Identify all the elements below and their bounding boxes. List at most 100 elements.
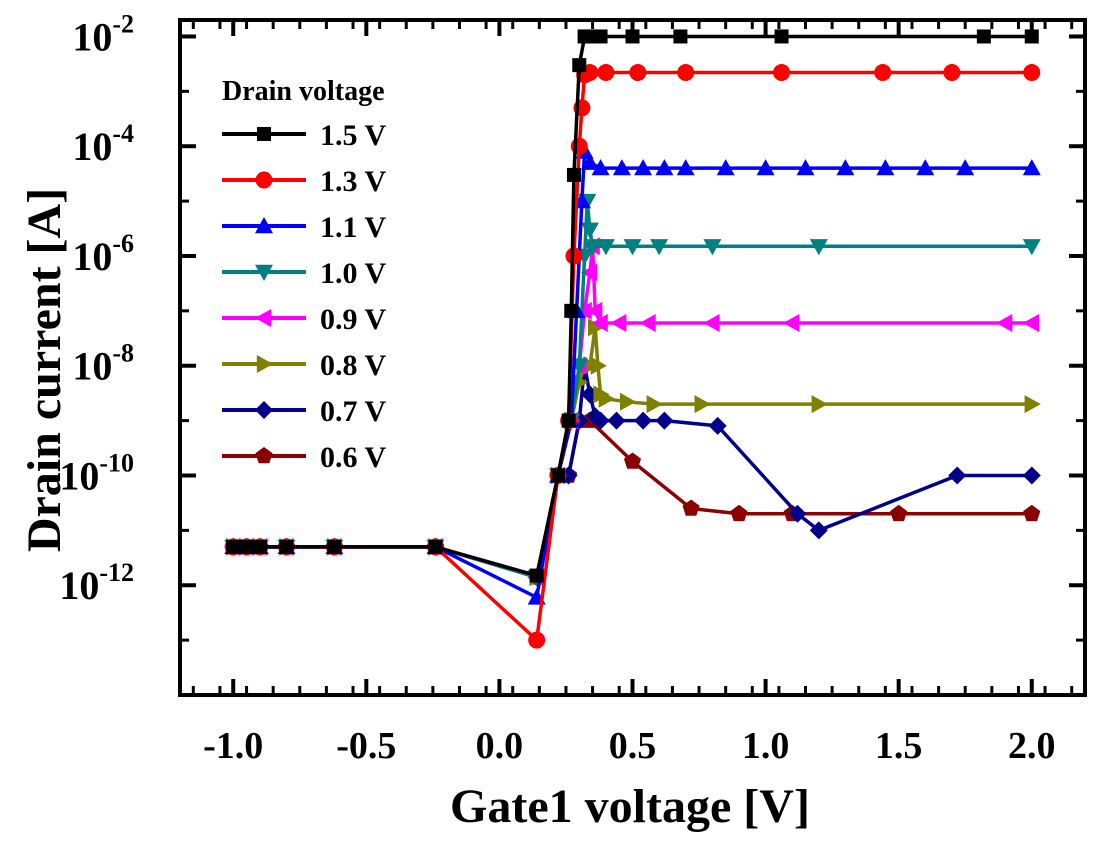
data-point-0-9-v: [610, 314, 627, 332]
data-point-1-5-v: [572, 58, 587, 73]
data-point-1-5-v: [561, 413, 576, 428]
data-point-0-7-v: [1022, 466, 1041, 485]
x-axis-label: Gate1 voltage [V]: [450, 780, 810, 833]
legend-marker: [256, 355, 273, 373]
data-point-1-3-v: [597, 64, 615, 82]
data-point-1-5-v: [566, 167, 581, 182]
data-point-0-9-v: [703, 314, 720, 332]
legend-label: 0.7 V: [320, 395, 386, 428]
data-point-1-3-v: [677, 64, 695, 82]
data-point-1-5-v: [625, 29, 640, 44]
data-point-0-6-v: [890, 504, 908, 522]
x-tick-label: 2.0: [1008, 725, 1056, 767]
data-point-0-7-v: [634, 411, 653, 430]
data-point-1-5-v: [428, 539, 443, 554]
data-point-1-3-v: [874, 64, 892, 82]
legend-marker: [257, 127, 271, 141]
data-point-0-8-v: [811, 395, 828, 414]
x-tick-label: 1.0: [742, 725, 790, 767]
data-point-0-9-v: [1022, 314, 1039, 332]
data-point-1-5-v: [550, 468, 565, 483]
y-tick-label: 10-8: [72, 339, 134, 389]
data-point-1-0-v: [580, 222, 599, 239]
data-point-0-9-v: [591, 314, 608, 332]
data-point-1-0-v: [809, 239, 828, 256]
data-point-1-3-v: [773, 64, 791, 82]
legend-marker: [255, 171, 273, 189]
data-point-1-1-v: [796, 159, 815, 176]
data-point-0-7-v: [591, 411, 610, 430]
data-point-1-0-v: [596, 239, 615, 256]
data-point-1-1-v: [756, 159, 775, 176]
data-point-1-1-v: [956, 159, 975, 176]
data-point-0-9-v: [580, 263, 598, 282]
data-point-0-8-v: [646, 395, 663, 414]
data-point-0-6-v: [623, 452, 642, 469]
data-point-1-5-v: [582, 29, 597, 44]
legend-label: 1.1 V: [320, 211, 386, 244]
data-point-0-6-v: [730, 504, 748, 522]
data-point-1-3-v: [528, 631, 546, 649]
series-line-1-5-v: [233, 34, 1032, 578]
data-point-0-6-v: [682, 499, 700, 516]
data-point-0-7-v: [708, 416, 727, 435]
x-tick-label: -0.5: [336, 725, 396, 767]
data-point-1-1-v: [1022, 159, 1041, 176]
legend-item-1-1-v: 1.1 V: [222, 211, 386, 244]
legend-label: 0.6 V: [320, 441, 386, 474]
data-point-1-1-v: [676, 159, 695, 176]
data-point-1-1-v: [591, 159, 610, 176]
data-point-1-0-v: [583, 239, 602, 256]
data-point-1-5-v: [226, 539, 241, 554]
data-point-0-9-v: [996, 314, 1013, 332]
data-point-0-9-v: [575, 301, 592, 320]
y-tick-label: 10-4: [72, 119, 134, 169]
data-point-1-3-v: [943, 64, 961, 82]
data-point-1-0-v: [623, 239, 642, 256]
x-tick-label: 0.5: [609, 725, 657, 767]
data-point-1-1-v: [580, 153, 599, 170]
series-1-0-v: [224, 193, 1041, 587]
data-point-0-7-v: [788, 504, 807, 523]
data-point-1-5-v: [774, 29, 789, 44]
data-point-0-9-v: [586, 301, 603, 320]
data-point-1-0-v: [650, 239, 669, 256]
data-point-1-1-v: [634, 159, 653, 176]
data-point-1-3-v: [1023, 64, 1041, 82]
data-point-0-9-v: [639, 314, 656, 332]
data-point-0-8-v: [694, 395, 711, 414]
legend-item-0-9-v: 0.9 V: [222, 303, 386, 336]
legend-label: 0.9 V: [320, 303, 386, 336]
data-point-1-5-v: [564, 303, 579, 318]
y-tick-label: 10-10: [59, 448, 134, 498]
legend-item-0-7-v: 0.7 V: [222, 395, 386, 428]
legend-item-1-5-v: 1.5 V: [222, 119, 386, 152]
legend-title: Drain voltage: [222, 76, 385, 107]
legend-marker: [255, 217, 273, 234]
y-axis-label: Drain current [A]: [18, 188, 71, 552]
data-point-1-5-v: [252, 539, 267, 554]
data-point-0-7-v: [607, 411, 626, 430]
data-point-1-1-v: [916, 159, 935, 176]
data-point-0-6-v: [1023, 504, 1041, 522]
legend-item-0-6-v: 0.6 V: [222, 441, 386, 474]
legend-label: 1.0 V: [320, 257, 386, 290]
data-point-1-5-v: [593, 29, 608, 44]
y-tick-label: 10-6: [72, 229, 134, 279]
data-point-1-5-v: [327, 539, 342, 554]
x-tick-label: 0.0: [476, 725, 524, 767]
legend-item-1-0-v: 1.0 V: [222, 257, 386, 290]
series-1-5-v: [226, 29, 1039, 583]
legend: Drain voltage 1.5 V 1.3 V 1.1 V 1.0 V 0.9 V 0.…: [222, 76, 386, 474]
data-point-1-5-v: [279, 539, 294, 554]
legend-marker: [255, 309, 272, 327]
data-point-0-9-v: [783, 314, 800, 332]
y-tick-label: 10-2: [72, 9, 134, 59]
data-point-0-8-v: [590, 356, 607, 375]
data-point-1-0-v: [1022, 239, 1041, 256]
data-point-1-5-v: [529, 568, 544, 583]
x-tick-label: 1.5: [875, 725, 923, 767]
legend-label: 1.3 V: [320, 165, 386, 198]
data-point-1-1-v: [655, 159, 674, 176]
data-point-1-0-v: [703, 239, 722, 256]
